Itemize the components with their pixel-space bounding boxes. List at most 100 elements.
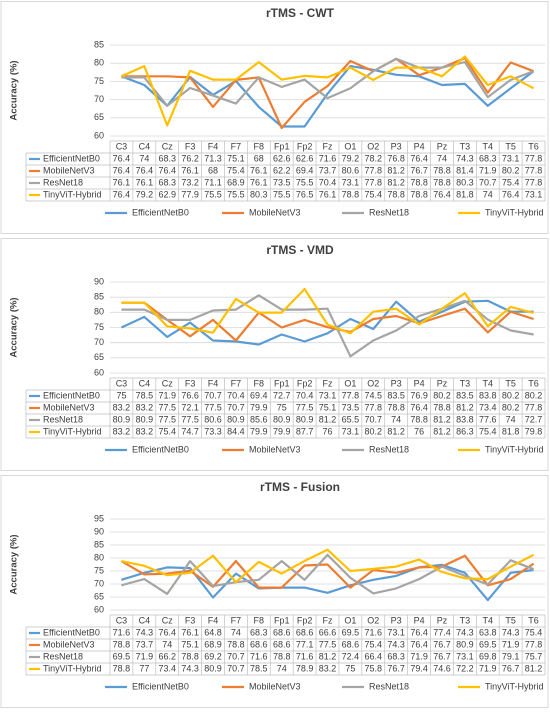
table-cell: 68.6 [296, 627, 314, 637]
table-cell: 80.9 [273, 414, 291, 424]
table-cell: 78.8 [433, 402, 451, 412]
table-cell: 76.4 [433, 189, 451, 199]
table-cell: 81.2 [433, 426, 451, 436]
table-cell: 71.6 [365, 627, 383, 637]
legend-label: TinyViT-Hybrid [485, 681, 544, 691]
table-cell: 62.6 [296, 153, 314, 163]
x-tick-label: T6 [528, 615, 539, 625]
table-cell: 68.6 [250, 639, 268, 649]
table-cell: 62.6 [273, 153, 291, 163]
table-cell: 75.8 [365, 663, 383, 673]
table-cell: 76.1 [250, 165, 268, 175]
series-line [121, 563, 534, 602]
chart-title: rTMS - VMD [266, 243, 334, 257]
y-tick-label: 75 [94, 76, 104, 86]
table-cell: 76.4 [113, 165, 131, 175]
table-cell: 76.4 [410, 639, 428, 649]
table-row-label: EfficientNetB0 [43, 153, 100, 163]
table-cell: 80.3 [250, 189, 268, 199]
table-cell: 81.8 [502, 426, 520, 436]
table-cell: 73.1 [502, 153, 520, 163]
table-cell: 73.7 [319, 165, 337, 175]
series-line [121, 287, 534, 335]
table-cell: 76.7 [502, 663, 520, 673]
table-cell: 80.2 [433, 390, 451, 400]
table-cell: 83.5 [387, 390, 405, 400]
table-cell: 71.3 [204, 153, 222, 163]
table-cell: 74.3 [387, 639, 405, 649]
table-cell: 75 [277, 402, 287, 412]
table-cell: 71.6 [319, 153, 337, 163]
x-tick-label: T5 [505, 615, 516, 625]
table-cell: 69.2 [204, 651, 222, 661]
legend-label: ResNet18 [369, 444, 409, 454]
series-line [121, 294, 534, 358]
table-cell: 79.1 [502, 651, 520, 661]
table-cell: 70.7 [365, 414, 383, 424]
table-cell: 83.8 [479, 390, 497, 400]
x-tick-label: O1 [344, 378, 356, 388]
table-cell: 79.8 [525, 426, 543, 436]
chart-panel: rTMS - Fusion Accuracy (%) 60 65 70 75 80 85 90 9… [0, 475, 549, 708]
table-cell: 77.5 [158, 402, 176, 412]
table-cell: 80.6 [204, 414, 222, 424]
table-cell: 73.1 [342, 177, 360, 187]
series-line [120, 554, 535, 589]
table-cell: 69.8 [479, 651, 497, 661]
table-cell: 75.7 [525, 651, 543, 661]
y-tick-label: 85 [94, 539, 104, 549]
table-cell: 76.9 [410, 390, 428, 400]
table-row-label: EfficientNetB0 [43, 627, 100, 637]
table-cell: 80.2 [365, 426, 383, 436]
table-cell: 71.6 [113, 627, 131, 637]
x-tick-label: F7 [231, 141, 242, 151]
table-cell: 76.4 [158, 165, 176, 175]
table-cell: 68.6 [273, 627, 291, 637]
table-cell: 74.6 [433, 663, 451, 673]
x-tick-label: F8 [254, 615, 265, 625]
table-cell: 72.4 [342, 651, 360, 661]
x-tick-label: C4 [139, 378, 151, 388]
table-cell: 78.8 [410, 177, 428, 187]
table-cell: 78.8 [410, 414, 428, 424]
table-cell: 80.9 [204, 663, 222, 673]
table-cell: 69.5 [479, 639, 497, 649]
x-tick-label: F3 [185, 615, 196, 625]
table-cell: 62.2 [273, 165, 291, 175]
x-tick-label: P3 [391, 615, 402, 625]
series-line [121, 57, 534, 107]
table-cell: 73.4 [479, 402, 497, 412]
table-cell: 80.3 [456, 177, 474, 187]
table-cell: 74.3 [456, 627, 474, 637]
table-cell: 77.5 [181, 414, 199, 424]
x-tick-label: Fz [323, 378, 333, 388]
x-tick-label: F8 [254, 141, 265, 151]
table-cell: 65.5 [342, 414, 360, 424]
table-cell: 74 [231, 627, 241, 637]
series-line [120, 55, 535, 127]
table-cell: 74 [506, 414, 516, 424]
series-line [121, 553, 534, 595]
table-cell: 74 [162, 639, 172, 649]
table-cell: 78.8 [113, 663, 131, 673]
table-cell: 73.5 [342, 402, 360, 412]
table-cell: 81.2 [433, 414, 451, 424]
x-tick-label: F4 [208, 378, 219, 388]
table-cell: 71.9 [158, 390, 176, 400]
table-cell: 74.5 [365, 390, 383, 400]
table-cell: 83.2 [113, 426, 131, 436]
table-cell: 85.6 [250, 414, 268, 424]
table-cell: 63.8 [479, 627, 497, 637]
table-cell: 69.4 [296, 165, 314, 175]
chart-panel: rTMS - VMD Accuracy (%) 60 65 70 75 80 85 90 C3 C4… [0, 238, 549, 471]
table-cell: 73.1 [525, 189, 543, 199]
table-cell: 76.1 [319, 189, 337, 199]
x-tick-label: P3 [391, 378, 402, 388]
table-cell: 76.4 [113, 189, 131, 199]
table-cell: 71.6 [296, 651, 314, 661]
series-line [121, 548, 535, 584]
table-cell: 79.9 [273, 426, 291, 436]
table-cell: 76.1 [250, 177, 268, 187]
table-cell: 68.6 [342, 639, 360, 649]
table-cell: 70.4 [227, 390, 245, 400]
